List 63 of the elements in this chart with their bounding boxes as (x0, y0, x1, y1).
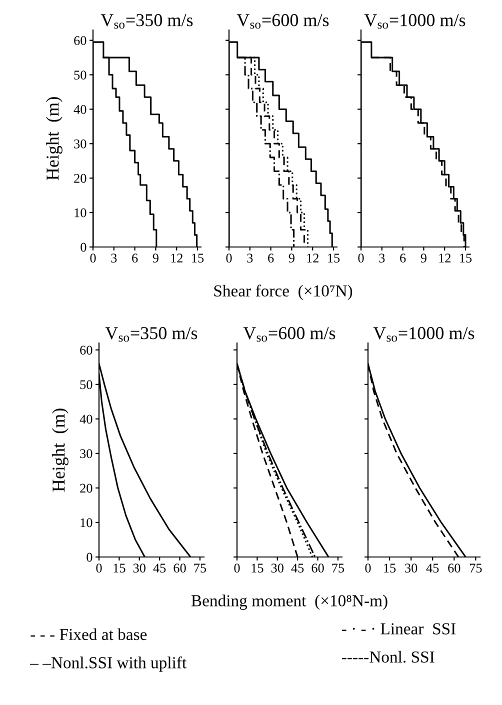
y-tick-label: 30 (74, 139, 86, 148)
y-tick-label: 10 (80, 518, 92, 528)
x-tick-label: 0 (96, 564, 102, 573)
x-tick-label: 15 (192, 254, 204, 263)
x-tick-label: 3 (111, 254, 117, 263)
x-tick-label: 9 (420, 254, 426, 263)
x-axis-title: Bending moment (×10⁸N-m) (191, 594, 388, 610)
x-tick-label: 12 (307, 254, 318, 262)
x-tick-label: 30 (271, 564, 284, 573)
x-tick-label: 12 (439, 254, 450, 262)
x-tick-label: 15 (384, 564, 396, 573)
text: - - - Fixed at base (30, 628, 147, 640)
text: -----Nonl. SSI (342, 650, 434, 663)
x-tick-label: 15 (252, 564, 264, 573)
y-tick-label: 0 (80, 242, 86, 252)
y-tick-label: 30 (80, 449, 92, 458)
x-tick-label: 0 (226, 254, 232, 263)
x-axis-title: Shear force (×10⁷N) (214, 284, 352, 300)
chart-title: V$_{so}$=600 m/s (236, 14, 329, 29)
x-tick-label: 30 (133, 564, 146, 573)
x-tick-label: 60 (312, 564, 324, 573)
y-axis-title: Height (m) (46, 97, 62, 180)
x-tick-label: 12 (171, 254, 182, 262)
x-tick-label: 15 (328, 254, 340, 263)
chart-title: V$_{so}$=600 m/s (243, 327, 336, 342)
x-tick-label: 0 (365, 564, 371, 573)
x-tick-label: 9 (152, 254, 158, 263)
y-tick-label: 60 (80, 346, 92, 355)
y-tick-label: 60 (74, 36, 86, 46)
chart-title: V$_{so}$=1000 m/s (373, 327, 474, 342)
x-tick-label: 15 (114, 564, 126, 573)
y-tick-label: 50 (80, 380, 92, 390)
y-axis-title: Height (m) (52, 408, 68, 492)
x-tick-label: 9 (288, 254, 294, 263)
x-tick-label: 30 (405, 564, 418, 573)
text: - · - · Linear SSI (342, 623, 456, 634)
x-tick-label: 0 (358, 254, 364, 263)
x-tick-label: 60 (448, 564, 460, 573)
x-tick-label: 6 (268, 254, 274, 263)
x-tick-label: 15 (460, 254, 472, 263)
x-tick-label: 6 (132, 254, 138, 263)
y-tick-label: 20 (80, 484, 92, 493)
x-tick-label: 0 (234, 564, 240, 573)
x-tick-label: 60 (174, 564, 186, 573)
y-tick-label: 10 (74, 208, 86, 218)
y-tick-label: 20 (74, 174, 86, 183)
chart-title: V$_{so}$=350 m/s (100, 14, 193, 29)
y-tick-label: 40 (74, 105, 86, 114)
y-tick-label: 0 (86, 552, 92, 562)
x-tick-label: 75 (332, 564, 344, 573)
x-tick-label: 45 (426, 564, 439, 573)
y-tick-label: 40 (80, 414, 92, 424)
x-tick-label: 75 (470, 564, 482, 573)
x-tick-label: 3 (247, 254, 253, 263)
x-tick-label: 45 (153, 564, 166, 573)
chart-title: V$_{so}$=1000 m/s (364, 14, 466, 29)
chart-title: V$_{so}$=350 m/s (105, 327, 198, 342)
x-tick-label: 75 (194, 564, 206, 573)
text: – –Nonl.SSI with uplift (30, 656, 187, 672)
x-tick-label: 3 (379, 254, 385, 263)
x-tick-label: 45 (291, 564, 304, 573)
x-tick-label: 6 (400, 254, 406, 263)
y-tick-label: 50 (74, 70, 86, 80)
